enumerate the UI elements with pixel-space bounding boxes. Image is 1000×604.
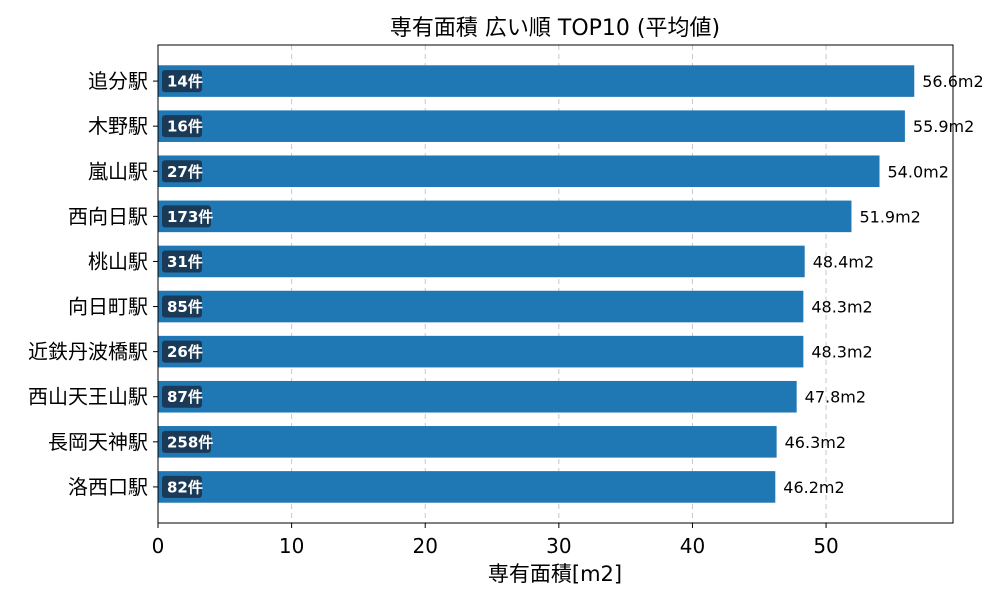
count-label: 27件 bbox=[167, 163, 203, 181]
y-tick-label: 長岡天神駅 bbox=[48, 430, 148, 454]
count-badge bbox=[162, 340, 202, 363]
count-badge bbox=[162, 430, 211, 453]
bar bbox=[158, 426, 777, 458]
bar bbox=[158, 471, 776, 503]
chart-title: 専有面積 広い順 TOP10 (平均値) bbox=[390, 16, 720, 41]
x-tick-label: 0 bbox=[152, 534, 165, 558]
count-badge bbox=[162, 70, 202, 93]
count-badge bbox=[162, 475, 202, 498]
axes: 追分駅木野駅嵐山駅西向日駅桃山駅向日町駅近鉄丹波橋駅西山天王山駅長岡天神駅洛西口… bbox=[28, 44, 954, 558]
x-axis-label: 専有面積[m2] bbox=[488, 562, 622, 586]
value-label: 48.4m2 bbox=[813, 252, 874, 271]
value-label: 46.3m2 bbox=[785, 433, 846, 452]
bar bbox=[158, 245, 805, 278]
count-label: 173件 bbox=[167, 208, 213, 226]
y-tick-label: 桃山駅 bbox=[88, 249, 148, 273]
x-tick-label: 20 bbox=[413, 534, 438, 558]
plot-frame bbox=[157, 44, 954, 524]
value-label: 48.3m2 bbox=[811, 298, 872, 317]
count-label: 26件 bbox=[167, 343, 203, 361]
count-label: 31件 bbox=[167, 253, 203, 271]
x-tick-label: 50 bbox=[813, 534, 838, 558]
bar bbox=[158, 290, 804, 323]
y-tick-label: 西山天王山駅 bbox=[28, 385, 148, 409]
count-label: 87件 bbox=[167, 388, 203, 406]
bar bbox=[158, 155, 880, 188]
bar bbox=[158, 380, 797, 413]
x-tick-label: 40 bbox=[680, 534, 705, 558]
y-tick-label: 洛西口駅 bbox=[68, 475, 148, 499]
value-label: 46.2m2 bbox=[783, 478, 844, 497]
bar bbox=[158, 335, 804, 368]
bars bbox=[158, 65, 915, 503]
count-badge bbox=[162, 250, 202, 273]
y-tick-label: 向日町駅 bbox=[68, 295, 148, 319]
count-label: 14件 bbox=[167, 73, 203, 91]
count-label: 258件 bbox=[167, 433, 213, 451]
count-label: 85件 bbox=[167, 298, 203, 316]
bar bbox=[158, 200, 852, 233]
value-label: 48.3m2 bbox=[811, 343, 872, 362]
y-tick-label: 近鉄丹波橋駅 bbox=[28, 340, 148, 364]
value-label: 55.9m2 bbox=[913, 117, 974, 136]
x-tick-label: 10 bbox=[279, 534, 304, 558]
count-label: 16件 bbox=[167, 118, 203, 136]
value-label: 47.8m2 bbox=[805, 388, 866, 407]
count-label: 82件 bbox=[167, 478, 203, 496]
count-badge bbox=[162, 205, 211, 228]
x-tick-label: 30 bbox=[546, 534, 571, 558]
y-tick-label: 木野駅 bbox=[88, 114, 148, 138]
count-badge bbox=[162, 385, 202, 408]
value-label: 51.9m2 bbox=[859, 207, 920, 226]
y-tick-label: 西向日駅 bbox=[68, 204, 148, 228]
count-badge bbox=[162, 160, 202, 183]
y-tick-label: 嵐山駅 bbox=[88, 159, 148, 183]
bar bbox=[158, 65, 915, 97]
count-badge bbox=[162, 295, 202, 318]
y-tick-label: 追分駅 bbox=[88, 69, 148, 93]
bar bbox=[158, 110, 905, 142]
value-label: 54.0m2 bbox=[888, 162, 949, 181]
count-badge bbox=[162, 115, 202, 138]
